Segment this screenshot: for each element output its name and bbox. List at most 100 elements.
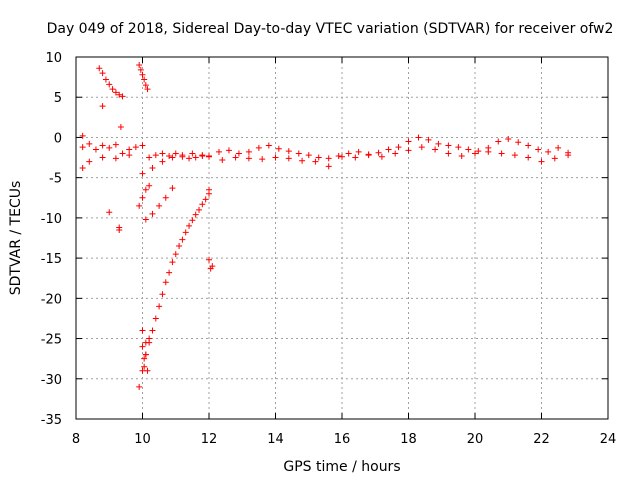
- data-point: [545, 148, 552, 155]
- y-tick-label: -30: [41, 373, 62, 388]
- data-point: [99, 142, 106, 149]
- data-point: [141, 363, 148, 370]
- data-point: [255, 144, 262, 151]
- data-point: [172, 150, 179, 157]
- data-point: [156, 202, 163, 209]
- data-point: [189, 150, 196, 157]
- x-axis: 8 10 12 14 16 18 20 22 24: [72, 57, 616, 447]
- data-point: [538, 158, 545, 165]
- data-point: [159, 291, 166, 298]
- x-tick-label: 22: [533, 432, 550, 447]
- data-point: [179, 236, 186, 243]
- data-point: [352, 154, 359, 161]
- data-point: [146, 154, 153, 161]
- y-tick-label: -25: [41, 333, 62, 348]
- data-point: [156, 303, 163, 310]
- data-point: [325, 155, 332, 162]
- data-point: [295, 150, 302, 157]
- data-point: [392, 150, 399, 157]
- data-point: [169, 259, 176, 266]
- data-point: [119, 150, 126, 157]
- data-point: [202, 196, 209, 203]
- data-point: [465, 146, 472, 153]
- y-tick-label: -15: [41, 252, 62, 267]
- data-point: [116, 91, 123, 98]
- data-point: [445, 150, 452, 157]
- grid: [76, 57, 608, 419]
- data-point: [445, 142, 452, 149]
- data-point: [136, 62, 143, 69]
- x-tick-label: 16: [334, 432, 351, 447]
- x-tick-label: 8: [72, 432, 80, 447]
- data-point: [455, 144, 462, 151]
- data-point: [485, 148, 492, 155]
- x-tick-label: 18: [400, 432, 417, 447]
- data-point: [498, 150, 505, 157]
- data-point: [139, 142, 146, 149]
- data-point: [96, 65, 103, 72]
- data-point: [116, 226, 123, 233]
- data-point: [232, 154, 239, 161]
- y-tick-label: -35: [41, 413, 62, 428]
- data-point: [355, 148, 362, 155]
- data-point: [275, 145, 282, 152]
- y-axis-label: SDTVAR / TECUs: [8, 181, 24, 296]
- data-point: [159, 150, 166, 157]
- y-tick-label: -5: [49, 172, 62, 187]
- data-point: [146, 182, 153, 189]
- data-point: [265, 142, 272, 149]
- data-point: [162, 279, 169, 286]
- data-point: [192, 211, 199, 218]
- data-point: [169, 154, 176, 161]
- data-point: [126, 146, 133, 153]
- data-point: [144, 86, 151, 93]
- data-point: [79, 144, 86, 151]
- data-point: [206, 256, 212, 263]
- data-point: [152, 315, 159, 322]
- data-point: [119, 93, 126, 100]
- x-axis-label: GPS time / hours: [283, 459, 400, 475]
- data-point: [126, 152, 133, 159]
- data-point: [149, 165, 156, 172]
- data-point: [339, 153, 345, 160]
- data-point: [199, 152, 206, 159]
- data-point: [225, 147, 232, 154]
- data-point: [315, 154, 322, 161]
- data-point: [219, 156, 226, 163]
- data-point: [149, 327, 156, 334]
- data-point: [146, 335, 153, 342]
- data-point: [99, 154, 106, 161]
- data-point: [525, 142, 532, 149]
- data-point: [152, 152, 159, 159]
- data-point: [109, 86, 116, 93]
- data-point: [435, 140, 442, 147]
- data-point: [166, 152, 173, 159]
- chart-title: Day 049 of 2018, Sidereal Day-to-day VTE…: [47, 21, 614, 37]
- data-point: [335, 152, 342, 159]
- data-point: [159, 158, 166, 165]
- data-point: [551, 155, 558, 162]
- data-point: [139, 343, 146, 350]
- data-point: [475, 148, 482, 155]
- data-point: [405, 147, 412, 154]
- data-point: [106, 209, 113, 216]
- data-point: [144, 367, 151, 374]
- data-point: [215, 148, 222, 155]
- data-point: [189, 217, 196, 224]
- series-isolated-points: [79, 103, 216, 272]
- data-point: [142, 82, 149, 89]
- data-point: [345, 150, 352, 157]
- data-point: [141, 355, 148, 362]
- data-point: [535, 146, 542, 153]
- data-point: [525, 154, 532, 161]
- x-tick-label: 10: [134, 432, 151, 447]
- data-point: [305, 152, 312, 159]
- data-point: [179, 152, 186, 159]
- data-point: [112, 141, 119, 148]
- data-point: [142, 186, 149, 193]
- data-point: [149, 210, 156, 217]
- series-lower-band: [86, 144, 572, 177]
- series-mid-arcs: [136, 182, 176, 223]
- data-point: [192, 154, 199, 161]
